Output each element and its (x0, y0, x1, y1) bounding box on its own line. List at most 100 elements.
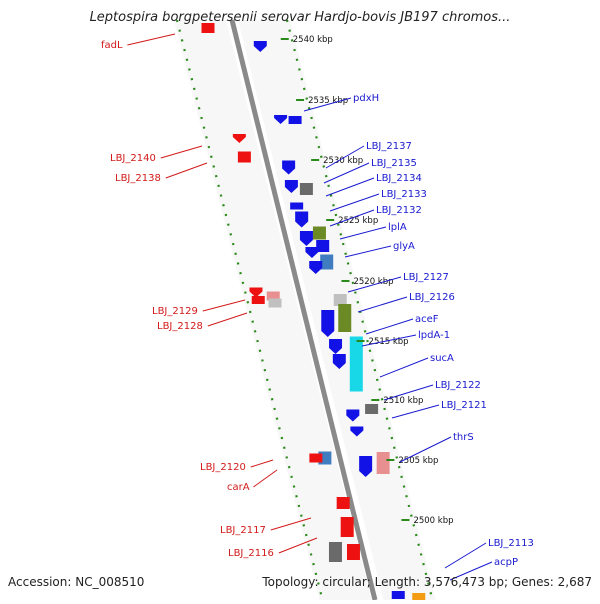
gene-features (201, 23, 426, 601)
label-pdxh: pdxH (353, 93, 379, 104)
gene-arrow-blue (329, 339, 343, 354)
gene-feature-red (237, 151, 251, 163)
scale-label: 2500 kbp (413, 516, 453, 526)
chromosome-backbone (229, 19, 378, 601)
gene-feature-pink (266, 291, 280, 301)
label-lbj_2116: LBJ_2116 (228, 548, 274, 559)
label-lbj_2126: LBJ_2126 (409, 292, 455, 303)
label-lbj_2117: LBJ_2117 (220, 525, 266, 536)
leader-line-right (444, 542, 487, 569)
scale-markers: 2540 kbp 2535 kbp 2530 kbp 2525 kbp 2520 kbp… (280, 35, 454, 526)
scale-label: 2520 kbp (353, 277, 393, 287)
leader-line-right (303, 97, 352, 112)
backbone (229, 19, 378, 601)
label-lbj_2133: LBJ_2133 (381, 189, 427, 200)
gene-arrow-red (249, 287, 263, 298)
label-lpla: lplA (388, 222, 407, 233)
gene-arrow-blue (295, 211, 309, 228)
scale-label: 2510 kbp (383, 396, 423, 406)
gene-labels: pdxH LBJ_2137 LBJ_2135 LBJ_2134 LBJ_2133 LBJ_… (101, 40, 534, 568)
label-lbj_2134: LBJ_2134 (376, 173, 422, 184)
gene-feature-blue (288, 116, 302, 124)
gene-arrow-blue (321, 310, 335, 337)
leader-line-right (361, 334, 417, 347)
gene-feature-red (346, 544, 360, 560)
gene-arrow-blue (274, 115, 288, 124)
gene-arrow-red (232, 134, 246, 143)
scale-label: 2540 kbp (293, 35, 333, 45)
label-lbj_2138: LBJ_2138 (115, 173, 161, 184)
gene-feature-blue (391, 591, 405, 599)
scale-label: 2515 kbp (369, 337, 409, 347)
leader-line-left (165, 162, 208, 179)
label-lpda-1: lpdA-1 (418, 330, 450, 341)
gene-feature-grey (328, 542, 342, 562)
leader-line-right (329, 209, 375, 227)
gene-feature-olive (312, 226, 326, 240)
gene-arrow-blue (299, 231, 313, 246)
label-lbj_2121: LBJ_2121 (441, 400, 487, 411)
leader-line-right (329, 193, 380, 212)
gene-feature-grey (365, 404, 379, 414)
leader-line-right (399, 436, 452, 463)
topology-summary: Topology: circular; Length: 3,576,473 bp… (262, 575, 592, 589)
label-lbj_2129: LBJ_2129 (152, 306, 198, 317)
map-title: Leptospira borgpetersenii serovar Hardjo… (89, 10, 511, 25)
gene-feature-red (309, 453, 323, 463)
label-lbj_2137: LBJ_2137 (366, 141, 412, 152)
scale-label: 2505 kbp (398, 456, 438, 466)
gene-feature-red (251, 296, 265, 304)
gene-feature-red (340, 517, 354, 537)
label-lbj_2128: LBJ_2128 (157, 321, 203, 332)
gene-arrow-blue (350, 426, 364, 437)
gene-feature-olive (338, 304, 352, 332)
label-cara: carA (227, 482, 250, 493)
label-acpp: acpP (494, 557, 518, 568)
label-lbj_2140: LBJ_2140 (110, 153, 156, 164)
gene-arrow-blue (305, 247, 319, 258)
gene-arrow-blue (284, 180, 298, 193)
gene-feature-pink (376, 452, 390, 474)
label-acef: aceF (415, 314, 439, 325)
gene-feature-steel (320, 254, 334, 270)
scale-label: 2525 kbp (338, 216, 378, 226)
leader-line-right (323, 162, 370, 184)
gene-arrow-blue (359, 456, 373, 477)
leader-line-right (391, 404, 440, 419)
gene-feature-orange (412, 593, 426, 601)
leader-line-right (339, 226, 387, 240)
label-lbj_2132: LBJ_2132 (376, 205, 422, 216)
gene-feature-red (336, 497, 350, 509)
leader-line-right (325, 177, 375, 197)
label-lbj_2122: LBJ_2122 (435, 380, 481, 391)
leader-line-left (160, 145, 203, 159)
gene-feature-lightgrey (333, 294, 347, 306)
leader-line-left (127, 33, 176, 46)
leader-line-left (202, 299, 246, 312)
leader-line-right (379, 357, 429, 378)
label-lbj_2135: LBJ_2135 (371, 158, 417, 169)
leader-line-left (207, 312, 248, 327)
leader-line-right (383, 384, 434, 401)
label-thrs: thrS (453, 432, 474, 443)
leader-line-left (253, 469, 278, 488)
leader-line-left (278, 537, 318, 554)
accession-text: Accession: NC_008510 (8, 575, 145, 589)
label-leaders (127, 33, 493, 581)
leader-line-right (347, 276, 402, 293)
gene-feature-red (201, 23, 215, 33)
gene-feature-grey (299, 183, 313, 195)
label-glya: glyA (393, 241, 415, 252)
gene-arrow-blue (253, 41, 267, 52)
label-fadl: fadL (101, 40, 123, 51)
leader-line-right (449, 561, 493, 581)
label-suca: sucA (430, 353, 454, 364)
leader-line-left (250, 459, 274, 468)
leader-line-right (344, 245, 392, 258)
gene-feature-lightgrey (268, 298, 282, 308)
label-lbj_2113: LBJ_2113 (488, 538, 534, 549)
gene-arrow-blue (332, 354, 346, 369)
gene-feature-cyan (349, 336, 363, 392)
